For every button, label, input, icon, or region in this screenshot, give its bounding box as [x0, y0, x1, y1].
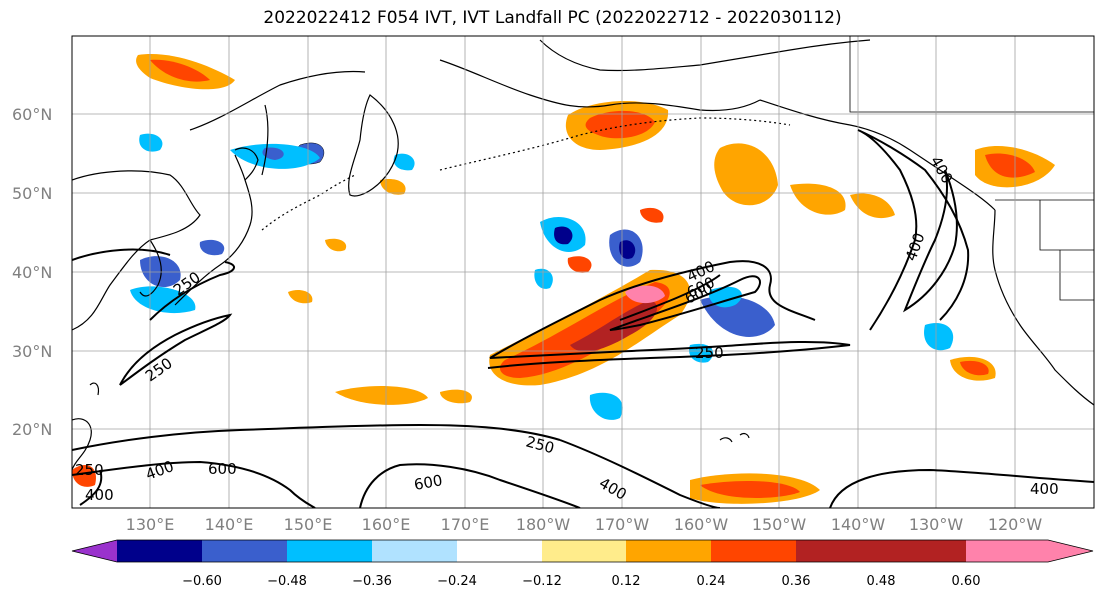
- lon-label: 160°E: [362, 515, 411, 534]
- contour-label: 600: [208, 460, 237, 478]
- contour-label: 400: [85, 486, 114, 504]
- colorbar-tick: −0.24: [437, 574, 477, 589]
- lon-label: 120°W: [988, 515, 1043, 534]
- contour-label: 250: [75, 461, 104, 479]
- colorbar-swatch: [287, 540, 372, 562]
- colorbar-tick: 0.12: [612, 574, 641, 589]
- colorbar-tick: −0.12: [522, 574, 562, 589]
- colorbar: −0.60 −0.48 −0.36 −0.24 −0.12 0.12 0.24 …: [71, 539, 1094, 589]
- colorbar-swatch: [626, 540, 711, 562]
- colorbar-swatch: [711, 540, 796, 562]
- lat-label: 50°N: [12, 184, 52, 203]
- lon-label: 130°E: [126, 515, 175, 534]
- colorbar-tick: 0.60: [952, 574, 981, 589]
- colorbar-tick: −0.36: [352, 574, 392, 589]
- lat-label: 30°N: [12, 342, 52, 361]
- colorbar-swatch: [372, 540, 457, 562]
- contour-label: 600: [413, 471, 444, 494]
- colorbar-swatch: [457, 540, 542, 562]
- colorbar-tick: −0.48: [267, 574, 307, 589]
- lon-label: 140°E: [205, 515, 254, 534]
- colorbar-extend-left: [72, 540, 117, 562]
- colorbar-swatch: [202, 540, 287, 562]
- longitude-labels: 130°E 140°E 150°E 160°E 170°E 180°W 170°…: [126, 515, 1043, 534]
- lon-label: 150°E: [284, 515, 333, 534]
- lat-label: 20°N: [12, 420, 52, 439]
- contour-label: 400: [1030, 480, 1059, 498]
- colorbar-swatch: [542, 540, 626, 562]
- lon-label: 140°W: [831, 515, 886, 534]
- contour-label: 250: [695, 344, 724, 362]
- colorbar-swatch: [117, 540, 202, 562]
- colorbar-tick: 0.48: [867, 574, 896, 589]
- lon-label: 170°E: [441, 515, 490, 534]
- political-borders: [849, 36, 1094, 301]
- colorbar-ticks: −0.60 −0.48 −0.36 −0.24 −0.12 0.12 0.24 …: [182, 574, 980, 589]
- lon-label: 160°W: [674, 515, 729, 534]
- lon-label: 170°W: [595, 515, 650, 534]
- lat-label: 40°N: [12, 263, 52, 282]
- gridlines: [72, 36, 1094, 508]
- colorbar-tick: 0.36: [782, 574, 811, 589]
- colorbar-tick: −0.60: [182, 574, 222, 589]
- colorbar-swatch: [881, 540, 966, 562]
- colorbar-extend-right: [966, 540, 1093, 562]
- lon-label: 150°W: [752, 515, 807, 534]
- colorbar-swatch: [796, 540, 881, 562]
- map-title: 2022022412 F054 IVT, IVT Landfall PC (20…: [263, 8, 842, 28]
- ivt-contours: [72, 129, 1094, 508]
- latitude-labels: 60°N 50°N 40°N 30°N 20°N: [12, 105, 52, 439]
- positive-pc-patches: [72, 54, 1055, 504]
- lon-label: 130°W: [909, 515, 964, 534]
- map-frame: [71, 35, 1095, 509]
- colorbar-tick: 0.24: [697, 574, 726, 589]
- lat-label: 60°N: [12, 105, 52, 124]
- coastlines: [72, 39, 1094, 471]
- lon-label: 180°W: [516, 515, 571, 534]
